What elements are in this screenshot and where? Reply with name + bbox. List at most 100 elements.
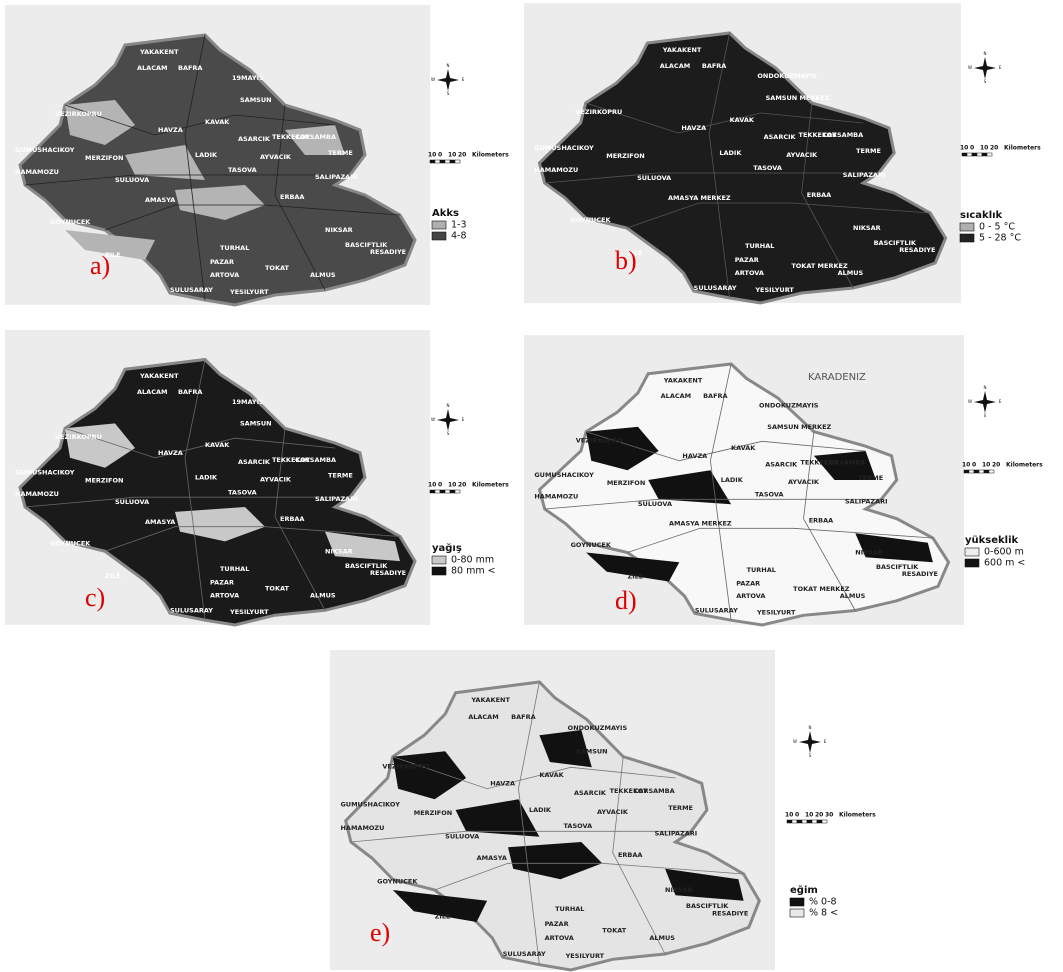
place-name: AMASYA — [477, 854, 507, 862]
scale-segment — [792, 820, 797, 823]
legend-title: eğim — [790, 884, 818, 896]
scale-segment — [969, 470, 974, 473]
place-name: BAFRA — [511, 713, 535, 721]
compass-rose — [974, 57, 996, 79]
legend-item: 0-600 m — [984, 547, 1024, 558]
scale-segment — [440, 490, 445, 493]
scale-segment — [455, 160, 460, 163]
scale-segment — [455, 490, 460, 493]
place-name: GUMUSHACIKOY — [15, 469, 75, 477]
scale-segment — [974, 470, 979, 473]
place-name: SAMSUN MERKEZ — [766, 94, 830, 102]
legend-swatch — [790, 909, 804, 917]
legend-item: 5 - 28 °C — [979, 233, 1021, 244]
place-name: MERZIFON — [85, 476, 123, 484]
scale-label: 0 — [970, 145, 974, 152]
place-name: YAKAKENT — [663, 376, 703, 384]
scale-label: Kilometers — [839, 812, 876, 819]
place-name: YAKAKENT — [470, 696, 510, 704]
place-name: LADIK — [529, 806, 552, 814]
place-name: HAMAMOZU — [15, 490, 59, 498]
place-name: TASOVA — [755, 491, 784, 499]
place-name: TERME — [328, 472, 353, 480]
place-name: AYVACIK — [260, 153, 292, 161]
place-name: SALIPAZARI — [315, 173, 358, 181]
place-name: SALIPAZARI — [845, 497, 888, 505]
scale-segment — [450, 160, 455, 163]
place-name: ARTOVA — [736, 592, 765, 600]
place-name: ASARCIK — [764, 133, 797, 141]
place-name: VEZIRKOPRU — [55, 110, 102, 118]
place-name: ARTOVA — [735, 269, 764, 277]
scale-segment — [984, 470, 989, 473]
panel-label: d) — [615, 586, 637, 615]
scale-segment — [989, 470, 994, 473]
place-name: ZILE — [105, 572, 121, 580]
place-name: TEKKEKOY — [800, 459, 838, 467]
place-name: YAKAKENT — [139, 48, 179, 56]
compass-letter: N — [447, 63, 450, 68]
place-name: SULUOVA — [638, 500, 672, 508]
place-name: ERBAA — [807, 191, 831, 199]
scale-segment — [817, 820, 822, 823]
legend-item: % 8 < — [809, 908, 838, 919]
place-name: HAMAMOZU — [15, 168, 59, 176]
legend-title: yağış — [432, 542, 462, 554]
scale-segment — [977, 153, 982, 156]
scale-segment — [987, 153, 992, 156]
place-name: TURHAL — [220, 565, 249, 573]
scale-segment — [430, 160, 435, 163]
legend-swatch — [965, 548, 979, 556]
scale-segment — [450, 490, 455, 493]
place-name: NIKSAR — [665, 886, 693, 894]
scale-label: 10 — [428, 482, 436, 489]
legend-swatch — [432, 232, 446, 240]
place-name: PAZAR — [735, 256, 759, 264]
place-name: ARTOVA — [545, 934, 574, 942]
place-name: YESILYURT — [229, 608, 269, 616]
place-name: AMASYA MERKEZ — [668, 194, 731, 202]
place-name: TOKAT — [265, 585, 290, 593]
place-name: TERME — [856, 147, 881, 155]
place-name: SAMSUN — [240, 96, 272, 104]
place-name: TERME — [328, 149, 353, 157]
place-name: AYVACIK — [597, 808, 629, 816]
compass-letter: W — [968, 65, 972, 70]
place-name: PAZAR — [210, 579, 234, 587]
place-name: SULUOVA — [115, 498, 149, 506]
compass-letter: W — [793, 739, 797, 744]
legend-swatch — [960, 223, 974, 231]
place-name: HAVZA — [158, 126, 183, 134]
place-name: RESADIYE — [370, 569, 406, 577]
place-name: ZILE — [628, 573, 644, 581]
place-name: ALACAM — [137, 388, 167, 396]
place-name: 19MAYIS — [232, 74, 264, 82]
compass-letter: E — [824, 739, 827, 744]
legend-swatch — [432, 221, 446, 229]
scale-segment — [807, 820, 812, 823]
place-name: NIKSAR — [853, 224, 881, 232]
legend-item: 600 m < — [984, 558, 1025, 569]
scale-label: 0 — [972, 462, 976, 469]
place-name: LADIK — [195, 474, 218, 482]
compass-letter: W — [968, 399, 972, 404]
place-name: AYVACIK — [788, 478, 820, 486]
place-name: SULUSARAY — [170, 606, 213, 614]
place-name: RESADIYE — [370, 248, 406, 256]
scale-label: Kilometers — [472, 152, 509, 159]
place-name: ERBAA — [280, 193, 304, 201]
scale-segment — [802, 820, 807, 823]
scale-label: 10 — [428, 152, 436, 159]
legend-item: 0 - 5 °C — [979, 222, 1015, 233]
place-name: SAMSUN — [576, 747, 608, 755]
scale-label: 0 — [795, 812, 799, 819]
place-name: BAFRA — [702, 62, 726, 70]
scale-label: 10 — [448, 152, 456, 159]
legend-swatch — [965, 559, 979, 567]
place-name: KAVAK — [730, 116, 755, 124]
scale-label: 10 — [960, 145, 968, 152]
place-name: NIKSAR — [325, 547, 353, 555]
place-name: SULUOVA — [637, 174, 671, 182]
compass-letter: N — [984, 385, 987, 390]
place-name: ALACAM — [468, 713, 498, 721]
